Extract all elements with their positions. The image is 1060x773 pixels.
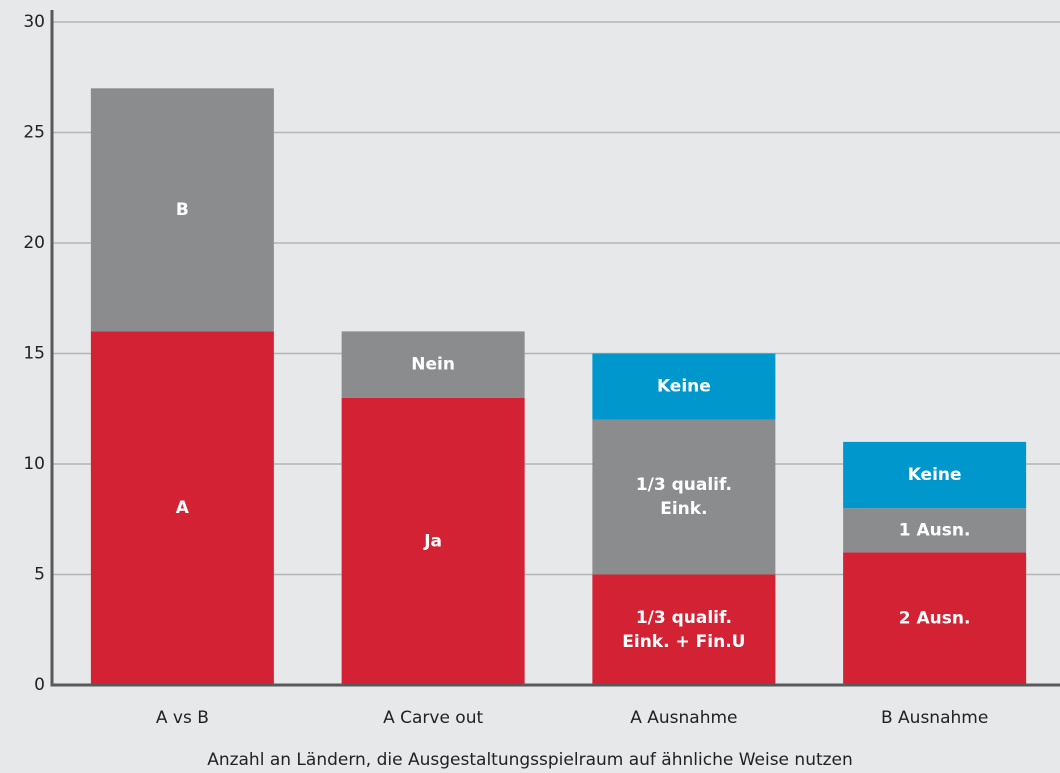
bar-segment bbox=[592, 419, 776, 575]
x-axis-title: Anzahl an Ländern, die Ausgestaltungsspi… bbox=[207, 750, 853, 770]
bar-segment bbox=[843, 508, 1027, 553]
bar-segment bbox=[90, 88, 274, 332]
x-tick-label: A Ausnahme bbox=[630, 708, 737, 728]
y-tick-label: 30 bbox=[23, 12, 45, 32]
y-tick-label: 20 bbox=[23, 233, 45, 253]
bar-segment bbox=[341, 331, 525, 398]
segment-label: 2 Ausn. bbox=[899, 609, 971, 629]
y-tick-label: 15 bbox=[23, 344, 45, 364]
y-tick-label: 5 bbox=[34, 565, 45, 585]
bar-segment bbox=[843, 441, 1027, 509]
segment-label: 1 Ausn. bbox=[899, 520, 971, 540]
segment-label: Keine bbox=[657, 377, 711, 397]
bar-segment bbox=[592, 574, 776, 685]
bar-segment bbox=[843, 552, 1027, 685]
segment-label: A bbox=[176, 498, 190, 518]
bar-segment bbox=[341, 397, 525, 685]
bar-segment bbox=[90, 331, 274, 685]
y-tick-label: 0 bbox=[34, 675, 45, 695]
bar-segment bbox=[592, 353, 776, 420]
segment-label: Ja bbox=[423, 531, 442, 551]
y-tick-label: 25 bbox=[23, 123, 45, 143]
x-tick-label: B Ausnahme bbox=[881, 708, 988, 728]
segment-label: Eink. bbox=[660, 499, 707, 519]
y-tick-label: 10 bbox=[23, 454, 45, 474]
segment-label: 1/3 qualif. bbox=[636, 608, 732, 628]
segment-label: 1/3 qualif. bbox=[636, 475, 732, 495]
x-tick-label: A vs B bbox=[156, 708, 209, 728]
segment-label: Eink. + Fin.U bbox=[622, 632, 745, 652]
segment-label: B bbox=[176, 200, 189, 220]
x-tick-label: A Carve out bbox=[383, 708, 483, 728]
segment-label: Keine bbox=[908, 465, 962, 485]
segment-label: Nein bbox=[411, 355, 455, 375]
